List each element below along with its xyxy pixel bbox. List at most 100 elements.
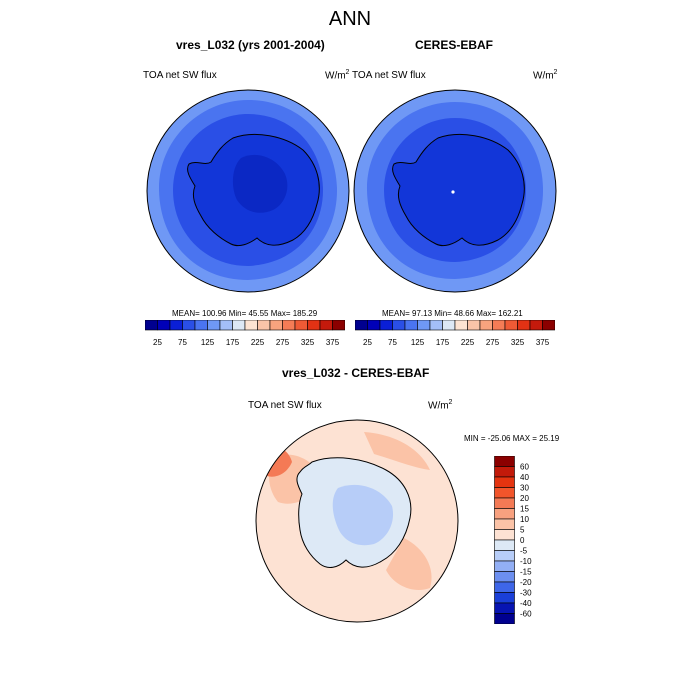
- panel-1-colorbar-swatch-0: [145, 320, 158, 331]
- panel-2-colorbar-swatch-0: [355, 320, 368, 331]
- panel-1-antarctica-core: [232, 154, 288, 213]
- panel-3-colorbar-tick-label-12: -30: [520, 589, 532, 598]
- panel-2-colorbar-swatch-4: [404, 320, 418, 331]
- panel-1-colorbar-tick-label-0: 25: [153, 338, 162, 347]
- panel-1-colorbar-swatch-10: [269, 320, 283, 331]
- panel-1-colorbar-swatch-8: [244, 320, 258, 331]
- panel-3-colorbar-swatch-6: [494, 518, 515, 530]
- panel-3-colorbar-tick-label-14: -60: [520, 610, 532, 619]
- panel-2-antarctica-land: [392, 133, 525, 247]
- panel-2-units: W/m2: [533, 69, 558, 82]
- panel-3-title: vres_L032 - CERES-EBAF: [282, 366, 430, 380]
- panel-2-colorbar-swatch-6: [429, 320, 443, 331]
- panel-3-colorbar-tick-label-1: 40: [520, 473, 529, 482]
- panel-1-colorbar-tick-label-2: 125: [201, 338, 215, 347]
- panel-2-polar-map: [353, 89, 557, 293]
- panel-2-colorbar-swatch-10: [479, 320, 493, 331]
- panel-2-colorbar-tick-label-3: 175: [436, 338, 450, 347]
- panel-3-colorbar-swatch-0: [494, 456, 515, 467]
- panel-2-colorbar-swatch-11: [492, 320, 506, 331]
- panel-2-colorbar-swatch-7: [442, 320, 456, 331]
- panel-1-colorbar-tick-label-6: 325: [301, 338, 315, 347]
- panel-3-colorbar-tick-label-0: 60: [520, 463, 529, 472]
- panel-3-stats: MIN = -25.06 MAX = 25.19: [464, 434, 560, 443]
- panel-2-colorbar-swatch-3: [392, 320, 406, 331]
- panel-3-colorbar-swatch-12: [494, 581, 515, 593]
- panel-1-variable-label: TOA net SW flux: [143, 70, 217, 81]
- panel-3-map-border: [255, 419, 459, 623]
- panel-3-colorbar-swatch-7: [494, 529, 515, 541]
- panel-3-colorbar-swatch-8: [494, 539, 515, 551]
- panel-3-colorbar-swatch-15: [494, 613, 515, 624]
- panel-3-positive-region-north: [364, 432, 430, 470]
- panel-2-colorbar-tick-label-2: 125: [411, 338, 425, 347]
- panel-3-colorbar-swatch-3: [494, 487, 515, 499]
- panel-3-colorbar-tick-label-5: 10: [520, 515, 529, 524]
- panel-3-polar-map: [255, 419, 459, 623]
- panel-3-colorbar-tick-label-10: -15: [520, 568, 532, 577]
- panel-1-stats: MEAN= 100.96 Min= 45.55 Max= 185.29: [172, 309, 318, 318]
- panel-3-positive-region-east: [386, 538, 432, 590]
- panel-2-colorbar-tick-label-1: 75: [388, 338, 397, 347]
- panel-1-colorbar-tick-label-5: 275: [276, 338, 290, 347]
- panel-1-colorbar-tick-label-7: 375: [326, 338, 340, 347]
- figure-title: ANN: [328, 8, 372, 30]
- panel-3-colorbar-swatch-5: [494, 508, 515, 520]
- panel-2-variable-label: TOA net SW flux: [352, 70, 426, 81]
- panel-2-pole-marker: [451, 190, 455, 194]
- panel-3-colorbar-tick-label-11: -20: [520, 578, 532, 587]
- panel-3-colorbar-tick-label-6: 5: [520, 526, 525, 535]
- panel-2-colorbar-swatch-12: [504, 320, 518, 331]
- panel-1-colorbar-swatch-2: [169, 320, 183, 331]
- panel-3-colorbar-swatch-13: [494, 592, 515, 604]
- panel-1-colorbar-swatch-12: [294, 320, 308, 331]
- panel-1-colorbar-tick-label-4: 225: [251, 338, 265, 347]
- panel-2-colorbar-tick-label-4: 225: [461, 338, 475, 347]
- panel-1-colorbar-swatch-14: [319, 320, 333, 331]
- panel-3-colorbar-tick-label-9: -10: [520, 557, 532, 566]
- panel-1-colorbar-swatch-15: [332, 320, 345, 331]
- panel-3-colorbar-tick-label-13: -40: [520, 599, 532, 608]
- panel-2-colorbar-tick-label-5: 275: [486, 338, 500, 347]
- panel-1-colorbar-swatch-1: [157, 320, 171, 331]
- panel-2-colorbar: 25 75 125 175 225 275 325 375: [355, 320, 555, 347]
- panel-3-colorbar-swatch-9: [494, 550, 515, 562]
- panel-2-title: CERES-EBAF: [415, 38, 494, 52]
- panel-1-polar-map: [146, 89, 350, 293]
- panel-2-colorbar-swatch-15: [542, 320, 555, 331]
- panel-1-colorbar-swatch-5: [207, 320, 221, 331]
- panel-3-colorbar-swatch-11: [494, 571, 515, 583]
- panel-3-negative-region-inner: [332, 484, 394, 546]
- panel-2-colorbar-swatch-8: [454, 320, 468, 331]
- panel-2-colorbar-swatch-1: [367, 320, 381, 331]
- panel-2-colorbar-tick-label-7: 375: [536, 338, 550, 347]
- panel-2-colorbar-swatch-14: [529, 320, 543, 331]
- panel-3-variable-label: TOA net SW flux: [248, 400, 322, 411]
- panel-2-stats: MEAN= 97.13 Min= 48.66 Max= 162.21: [382, 309, 523, 318]
- panel-3-colorbar-swatch-4: [494, 497, 515, 509]
- panel-1-title: vres_L032 (yrs 2001-2004): [176, 38, 325, 52]
- panel-2-map-border: [353, 89, 557, 293]
- panel-3-colorbar-tick-label-3: 20: [520, 494, 529, 503]
- panel-2-colorbar-swatch-13: [517, 320, 531, 331]
- panel-2-colorbar-swatch-9: [467, 320, 481, 331]
- panel-1-colorbar-swatch-7: [232, 320, 246, 331]
- panel-3-colorbar-tick-label-7: 0: [520, 536, 525, 545]
- panel-1-map-border: [146, 89, 350, 293]
- panel-2-colorbar-tick-label-6: 325: [511, 338, 525, 347]
- panel-2-colorbar-swatch-2: [379, 320, 393, 331]
- panel-1-colorbar-swatch-4: [194, 320, 208, 331]
- panel-1-colorbar: 25 75 125 175 225 275 325 375: [145, 320, 345, 347]
- panel-1-colorbar-tick-label-1: 75: [178, 338, 187, 347]
- panel-1-colorbar-swatch-9: [257, 320, 271, 331]
- panel-2-colorbar-tick-label-0: 25: [363, 338, 372, 347]
- panel-3-colorbar-swatch-14: [494, 602, 515, 614]
- panel-1-colorbar-swatch-13: [307, 320, 321, 331]
- panel-1-colorbar-tick-label-3: 175: [226, 338, 240, 347]
- panel-3-colorbar-tick-label-8: -5: [520, 547, 528, 556]
- panel-3-colorbar-swatch-1: [494, 466, 515, 478]
- panel-2-colorbar-swatch-5: [417, 320, 431, 331]
- panel-3-units: W/m2: [428, 399, 453, 412]
- panel-3-colorbar-tick-label-4: 15: [520, 505, 529, 514]
